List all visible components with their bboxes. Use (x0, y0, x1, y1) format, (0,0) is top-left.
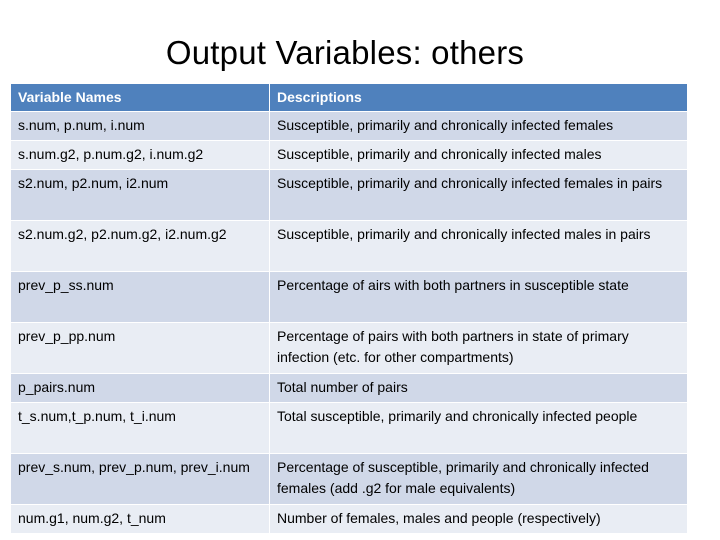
description-cell: Susceptible, primarily and chronically i… (277, 175, 663, 191)
description-cell: Percentage of pairs with both partners i… (277, 328, 629, 365)
variable-name-cell: s.num.g2, p.num.g2, i.num.g2 (11, 141, 270, 169)
variable-name-cell: prev_s.num, prev_p.num, prev_i.num (11, 454, 270, 504)
table-row: t_s.num,t_p.num, t_i.num Total susceptib… (11, 403, 687, 454)
description-cell: Susceptible, primarily and chronically i… (277, 117, 614, 133)
variable-name-cell: num.g1, num.g2, t_num (11, 505, 270, 533)
table-row: prev_s.num, prev_p.num, prev_i.num Perce… (11, 454, 687, 505)
slide-title: Output Variables: others (165, 34, 525, 71)
description-cell: Percentage of airs with both partners in… (277, 277, 629, 293)
description-cell: Total number of pairs (277, 379, 408, 395)
table-row: s.num, p.num, i.num Susceptible, primari… (11, 112, 687, 141)
description-cell: Susceptible, primarily and chronically i… (277, 146, 602, 162)
table-row: num.g1, num.g2, t_num Number of females,… (11, 505, 687, 534)
header-descriptions: Descriptions (277, 89, 362, 105)
table-row: prev_p_ss.num Percentage of airs with bo… (11, 272, 687, 323)
variables-table: Variable Names Descriptions s.num, p.num… (11, 84, 687, 534)
variable-name-cell: p_pairs.num (11, 374, 270, 402)
description-cell: Susceptible, primarily and chronically i… (277, 226, 651, 242)
description-cell: Total susceptible, primarily and chronic… (277, 408, 638, 424)
table-row: prev_p_pp.num Percentage of pairs with b… (11, 323, 687, 374)
table-row: s2.num, p2.num, i2.num Susceptible, prim… (11, 170, 687, 221)
table-row: p_pairs.num Total number of pairs (11, 374, 687, 403)
variable-name-cell: prev_p_pp.num (11, 323, 270, 373)
description-cell: Number of females, males and people (res… (277, 510, 601, 526)
table-row: s.num.g2, p.num.g2, i.num.g2 Susceptible… (11, 141, 687, 170)
variable-name-cell: s.num, p.num, i.num (11, 112, 270, 140)
variable-name-cell: prev_p_ss.num (11, 272, 270, 322)
variable-name-cell: s2.num, p2.num, i2.num (11, 170, 270, 220)
variable-name-cell: s2.num.g2, p2.num.g2, i2.num.g2 (11, 221, 270, 271)
description-cell: Percentage of susceptible, primarily and… (277, 459, 649, 496)
header-variable-names: Variable Names (11, 84, 270, 111)
table-row: s2.num.g2, p2.num.g2, i2.num.g2 Suscepti… (11, 221, 687, 272)
variable-name-cell: t_s.num,t_p.num, t_i.num (11, 403, 270, 453)
table-header-row: Variable Names Descriptions (11, 84, 687, 112)
